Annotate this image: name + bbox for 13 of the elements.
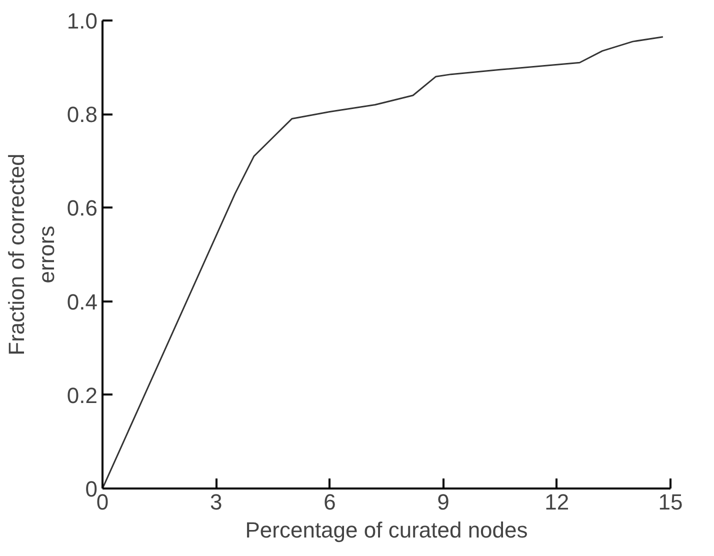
y-tick-label: 0.2 <box>66 382 98 408</box>
x-tick-label: 3 <box>210 490 222 514</box>
y-tick-label: 1.0 <box>66 8 98 34</box>
x-tick-label: 15 <box>658 490 683 514</box>
y-tick-label: 0.4 <box>66 289 98 314</box>
y-axis-title: Fraction of corrected errors <box>4 154 59 356</box>
y-tick-label: 0.8 <box>66 102 98 128</box>
x-tick-label: 9 <box>437 490 450 514</box>
x-tick-label: 6 <box>324 490 336 514</box>
x-axis-title: Percentage of curated nodes <box>245 518 528 542</box>
y-tick-label: 0.6 <box>66 196 98 221</box>
line-series <box>102 36 664 488</box>
x-tick-label: 12 <box>544 490 570 514</box>
